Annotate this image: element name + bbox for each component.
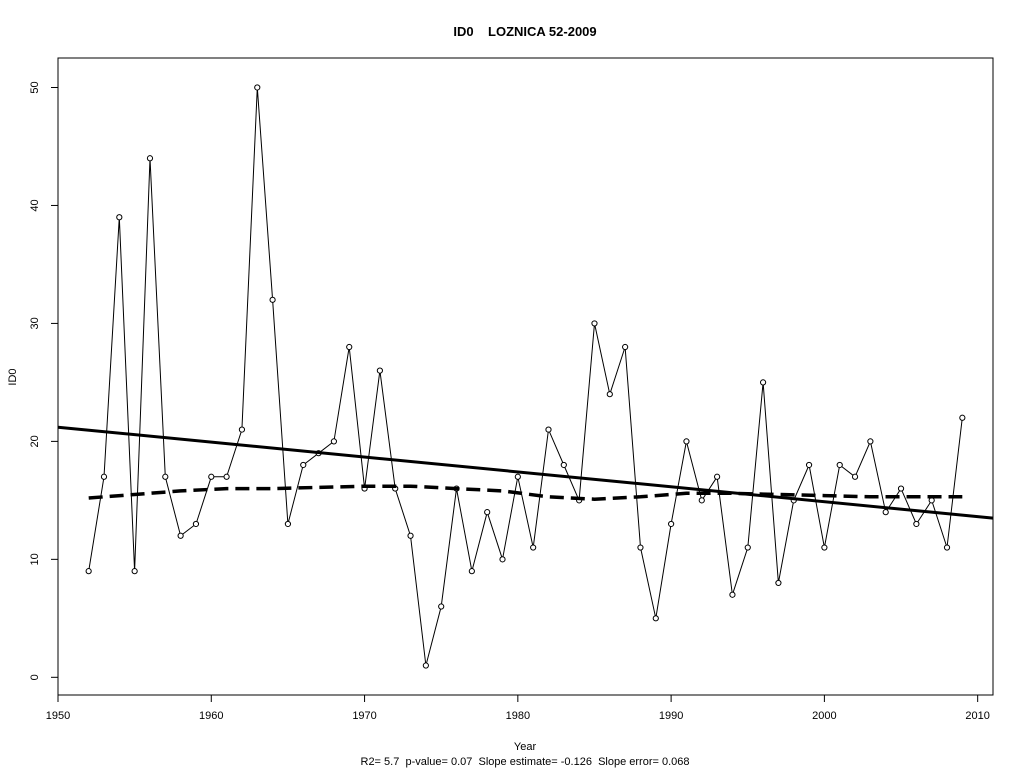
observed-data-point [484, 509, 491, 516]
x-tick-label: 1990 [659, 710, 683, 722]
observed-data-point [422, 662, 429, 669]
x-axis-label: Year [514, 741, 537, 753]
observed-data-point [208, 473, 215, 480]
y-tick-label: 0 [29, 674, 41, 680]
y-axis-label: ID0 [7, 368, 19, 385]
linear-trend-line [57, 425, 994, 520]
observed-data-point [376, 367, 383, 374]
y-tick-label: 40 [29, 199, 41, 211]
observed-data-point [775, 579, 782, 587]
observed-data-point [713, 473, 721, 480]
y-tick-label: 50 [29, 81, 41, 93]
y-axis: 0 10 20 30 40 50 [29, 81, 58, 680]
observed-data-point [530, 544, 537, 551]
x-tick-label: 2000 [812, 710, 836, 722]
observed-data-point [85, 568, 92, 575]
x-axis: 1950 1960 1970 1980 1990 2000 2010 [46, 695, 990, 722]
observed-data-point [683, 438, 690, 445]
observed-data-point [805, 461, 813, 469]
observed-data-point [943, 544, 951, 551]
x-tick-label: 1980 [506, 710, 530, 722]
plot-area-frame [57, 57, 994, 696]
observed-data-point [330, 438, 338, 445]
y-tick-label: 10 [29, 553, 41, 565]
observed-data-point [913, 520, 920, 528]
x-tick-label: 1950 [46, 710, 70, 722]
regression-stats-footer: R2= 5.7 p-value= 0.07 Slope estimate= -0… [361, 756, 690, 768]
observed-data-point [897, 485, 905, 492]
observed-data-point [698, 497, 705, 504]
observed-data-point [622, 343, 629, 351]
observed-data-point [407, 532, 414, 539]
observed-data-point [545, 426, 552, 433]
x-tick-label: 1970 [352, 710, 376, 722]
observed-data-point [177, 532, 184, 539]
observed-data-point [162, 473, 169, 480]
observed-data-point [668, 520, 675, 528]
observed-data-point [867, 438, 874, 445]
observed-data-point [560, 461, 567, 469]
observed-data-point [514, 473, 521, 480]
observed-data-point [606, 391, 613, 398]
y-tick-label: 20 [29, 435, 41, 447]
observed-series-line [88, 87, 963, 666]
observed-data-point [499, 556, 506, 563]
observed-data-point [300, 461, 307, 469]
observed-data-point [759, 379, 767, 386]
x-tick-label: 1960 [199, 710, 223, 722]
observed-data-point [836, 461, 843, 469]
chart-title: ID0 LOZNICA 52-2009 [453, 24, 596, 39]
y-tick-label: 30 [29, 317, 41, 329]
x-tick-label: 2010 [965, 710, 989, 722]
series-layer [57, 84, 994, 669]
observed-data-point [223, 473, 230, 480]
observed-data-point [652, 615, 659, 622]
observed-data-point [146, 155, 154, 162]
observed-data-point [882, 509, 889, 516]
observed-data-point [238, 426, 246, 433]
observed-data-point [284, 520, 292, 528]
observed-data-point [438, 603, 445, 610]
observed-data-point [729, 591, 736, 598]
observed-data-point [116, 214, 123, 221]
observed-data-point [192, 520, 200, 528]
observed-data-point [269, 296, 276, 303]
observed-data-point [346, 343, 353, 351]
observed-data-point [100, 473, 108, 480]
observed-data-point [821, 544, 828, 551]
observed-data-point [637, 544, 644, 551]
observed-data-point [851, 473, 859, 480]
observed-data-point [744, 544, 751, 551]
observed-data-point [468, 568, 475, 575]
observed-data-point [254, 84, 261, 91]
observed-data-point [591, 320, 598, 327]
observed-data-point [959, 414, 966, 421]
observed-data-point [131, 568, 138, 575]
